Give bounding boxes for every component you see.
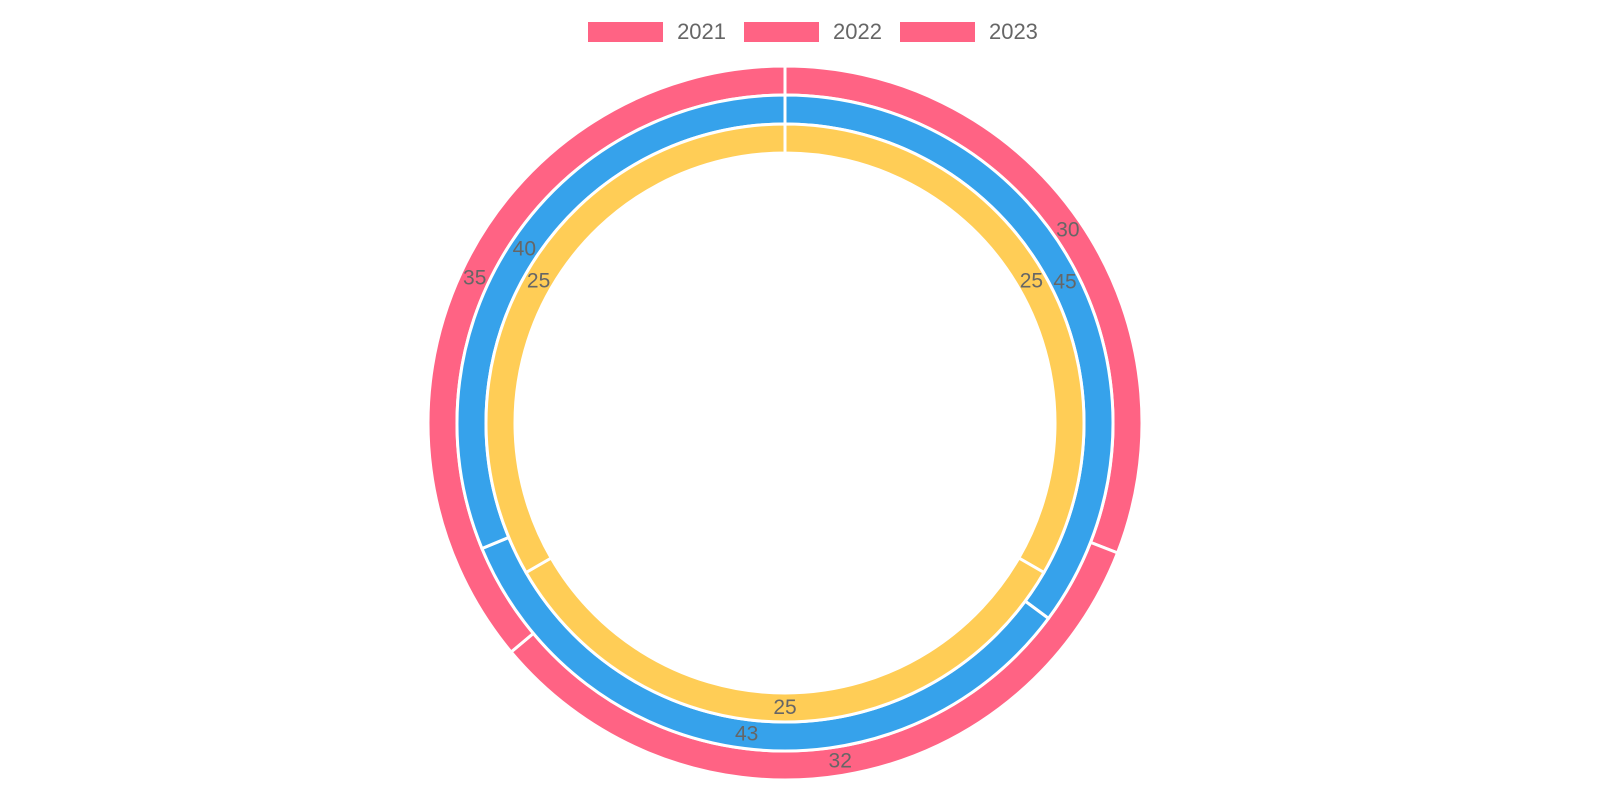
- legend-item-2021[interactable]: 2021: [588, 19, 726, 45]
- middle-ring-label-2: 40: [513, 237, 536, 260]
- legend-item-2022[interactable]: 2022: [744, 19, 882, 45]
- legend-swatch: [744, 22, 820, 42]
- legend: 2021 2022 2023: [0, 16, 1600, 48]
- legend-label: 2023: [988, 19, 1038, 44]
- legend-label: 2021: [677, 19, 727, 44]
- inner-ring-label-2: 25: [527, 269, 550, 292]
- inner-ring-slice-2[interactable]: [484, 122, 787, 575]
- middle-ring-label-0: 45: [1053, 271, 1076, 294]
- outer-ring-label-1: 32: [829, 750, 852, 773]
- outer-ring-label-0: 30: [1056, 218, 1079, 241]
- inner-ring-label-0: 25: [1020, 269, 1043, 292]
- legend-label: 2022: [833, 19, 882, 44]
- legend-swatch: [899, 22, 975, 42]
- outer-ring-label-2: 35: [463, 266, 486, 289]
- middle-ring-label-1: 43: [735, 723, 758, 746]
- legend-item-2023[interactable]: 2023: [899, 19, 1038, 45]
- legend-swatch: [588, 22, 664, 42]
- inner-ring-label-1: 25: [773, 696, 796, 719]
